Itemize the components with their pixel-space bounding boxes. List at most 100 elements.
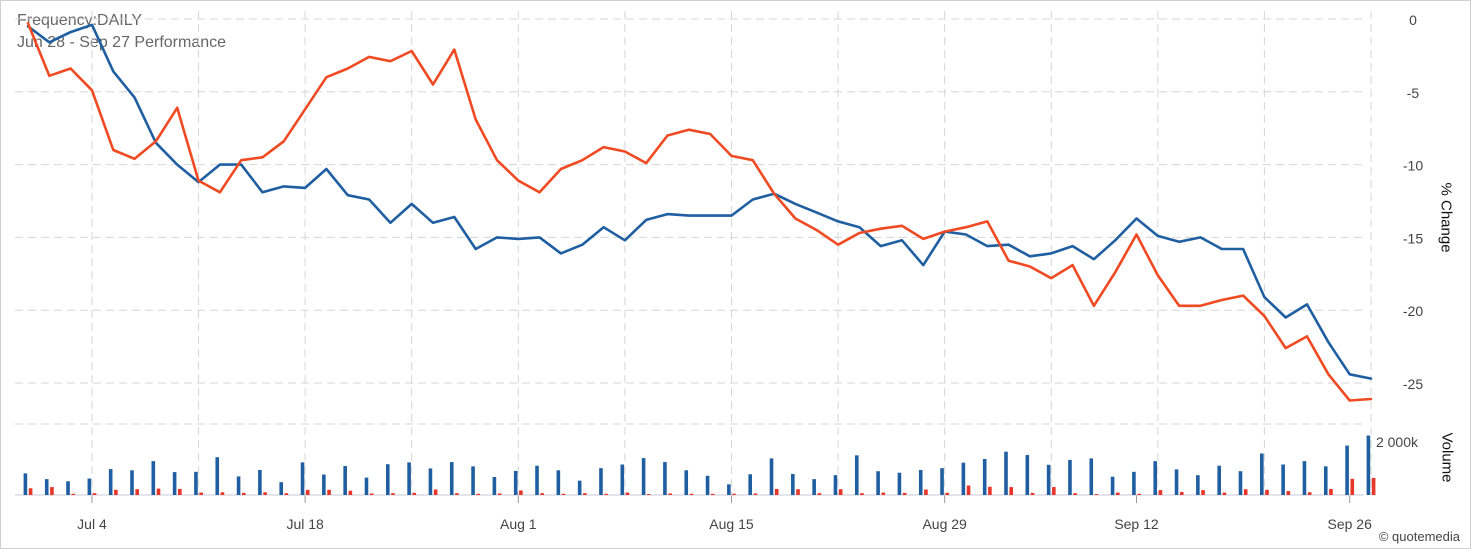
volume-bar-red [1115,492,1120,495]
volume-bar-blue [1068,459,1072,495]
volume-bar-blue [215,457,220,495]
volume-bar-blue [258,469,262,495]
volume-bar-blue [449,462,454,495]
volume-bar-red [199,492,203,495]
volume-bar-blue [1174,469,1179,495]
volume-bar-red [689,493,694,495]
volume-bar-red [1329,488,1333,495]
volume-bar-blue [151,461,156,495]
volume-bar-red [1179,491,1184,495]
chart-frequency-label: Frequency:DAILY [17,12,143,29]
volume-bar-red [860,493,864,495]
volume-bar-blue [1302,461,1307,495]
y-tick-label: -20 [1403,303,1423,319]
volume-bar-red [327,489,331,495]
volume-bar-red [988,486,992,495]
volume-bar-red [668,493,672,495]
volume-bar-red [838,489,843,495]
volume-bar-blue [471,466,475,495]
volume-bar-red [1052,487,1056,495]
volume-bar-red [1350,478,1355,495]
volume-bar-red [1371,477,1376,495]
volume-bar-blue [620,464,625,495]
volume-bar-blue [428,468,433,495]
volume-bar-blue [748,474,752,495]
volume-bar-blue [407,462,411,495]
chart-period-label: Jun 28 - Sep 27 Performance [17,34,227,51]
volume-bar-red [966,485,971,495]
volume-bar-blue [1345,445,1349,495]
volume-bar-red [50,487,54,495]
volume-bar-red [817,493,822,495]
volume-bar-red [71,493,76,495]
volume-bar-blue [108,469,113,495]
volume-bar-blue [44,479,49,495]
volume-bar-blue [172,472,177,495]
volume-bar-red [92,493,97,495]
volume-bar-blue [1217,465,1221,495]
volume-bar-red [156,488,161,495]
volume-bar-red [391,493,395,495]
volume-bar-blue [663,462,667,495]
volume-bar-red [540,493,545,495]
volume-bar-red [241,492,246,495]
volume-bar-red [1286,491,1291,495]
volume-bar-blue [23,473,28,495]
volume-bar-blue [87,478,92,495]
x-tick-label: Aug 1 [500,516,537,532]
volume-bar-red [135,489,139,495]
volume-bar-blue [918,469,923,495]
volume-bar-blue [556,470,561,495]
volume-bar-blue [385,464,390,495]
volume-bar-blue [961,462,966,495]
volume-bar-blue [1238,471,1243,495]
volume-bar-blue [1110,476,1115,495]
volume-bar-red [796,489,800,495]
x-tick-label: Aug 29 [922,516,967,532]
volume-bar-blue [599,468,603,495]
volume-bar-blue [727,484,731,495]
volume-bar-blue [130,470,134,495]
volume-bar-red [1201,490,1205,495]
volume-bar-red [348,490,353,495]
volume-bar-red [1243,489,1248,495]
volume-bar-red [710,493,715,495]
volume-bar-blue [492,477,497,495]
volume-bar-blue [876,471,880,495]
volume-bar-red [1009,487,1014,495]
volume-bar-blue [897,472,902,495]
volume-bar-blue [1004,451,1008,495]
series-line-orange [26,22,1373,402]
volume-bar-red [1073,493,1077,495]
volume-bar-red [902,492,907,495]
volume-bar-blue [322,474,326,495]
volume-bar-blue [236,476,241,495]
volume-bar-red [945,492,950,495]
volume-bar-red [774,488,779,495]
volume-bar-blue [833,475,838,495]
volume-bar-blue [577,480,582,495]
volume-bar-red [476,493,481,495]
volume-bar-blue [769,458,774,495]
volume-bar-blue [1132,471,1136,495]
volume-bar-blue [1025,455,1030,495]
x-tick-label: Sep 26 [1327,516,1372,532]
volume-bar-red [412,492,417,495]
x-tick-label: Aug 15 [709,516,754,532]
volume-bar-red [455,493,459,495]
volume-bar-red [1094,494,1099,495]
volume-bar-blue [1281,464,1285,495]
quotemedia-credit: © quotemedia [1378,529,1460,544]
volume-bar-blue [194,471,198,495]
volume-bar-red [114,489,118,495]
volume-bar-blue [684,470,689,495]
volume-bar-red [924,489,928,495]
volume-bar-red [433,489,438,495]
volume-bar-blue [1153,461,1158,495]
volume-bar-blue [66,481,70,495]
y-tick-label: -10 [1403,158,1423,174]
volume-bar-red [881,492,886,495]
volume-bar-blue [1366,435,1371,495]
y-tick-label: -15 [1403,230,1423,246]
